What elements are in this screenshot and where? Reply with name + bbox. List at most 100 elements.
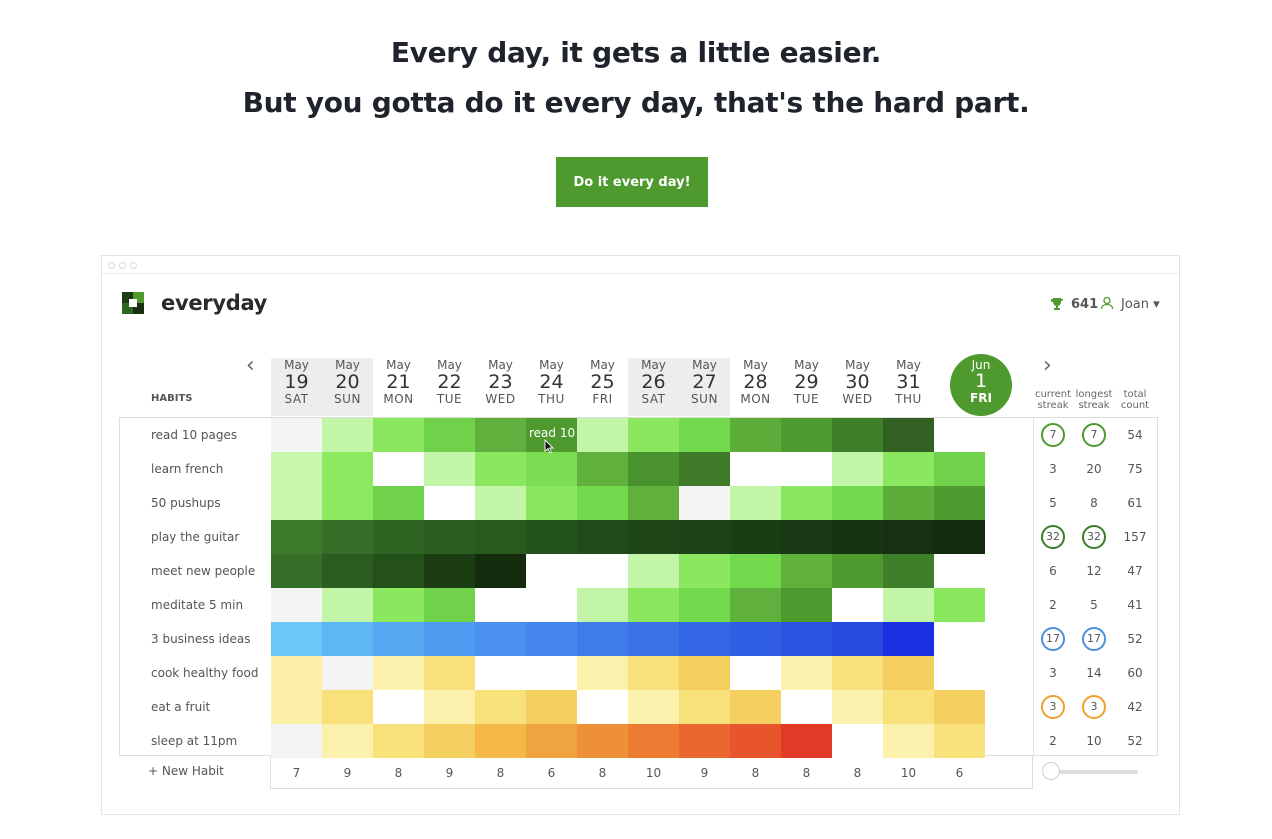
habit-day-cell[interactable] [475, 724, 526, 758]
habit-day-cell[interactable] [424, 486, 475, 520]
habit-day-cell[interactable] [424, 690, 475, 724]
habit-day-cell[interactable] [832, 724, 883, 758]
habit-day-cell[interactable] [577, 418, 628, 452]
next-week-chevron-right-icon[interactable]: › [1043, 353, 1052, 378]
habit-day-cell[interactable] [271, 724, 322, 758]
habit-day-cell[interactable] [322, 588, 373, 622]
new-habit-button[interactable]: + New Habit [148, 764, 224, 778]
habit-day-cell[interactable] [271, 622, 322, 656]
habit-day-cell[interactable] [679, 690, 730, 724]
habit-day-cell[interactable] [832, 486, 883, 520]
habit-day-cell[interactable] [628, 588, 679, 622]
zoom-slider-handle[interactable] [1042, 762, 1060, 780]
habit-day-cell[interactable] [526, 690, 577, 724]
habit-day-cell[interactable] [883, 656, 934, 690]
habit-day-cell[interactable] [526, 656, 577, 690]
habit-day-cell[interactable] [628, 520, 679, 554]
habit-day-cell[interactable] [577, 520, 628, 554]
habit-name[interactable]: learn french [151, 462, 224, 476]
habit-day-cell[interactable] [424, 418, 475, 452]
habit-day-cell[interactable] [628, 418, 679, 452]
habit-day-cell[interactable] [475, 486, 526, 520]
habit-name[interactable]: cook healthy food [151, 666, 259, 680]
habit-day-cell[interactable] [373, 588, 424, 622]
habit-day-cell[interactable] [781, 690, 832, 724]
day-header[interactable]: May 28 MON [730, 358, 781, 416]
habit-day-cell[interactable] [628, 690, 679, 724]
habit-day-cell[interactable] [883, 554, 934, 588]
day-header[interactable]: May 23 WED [475, 358, 526, 416]
habit-day-cell[interactable] [679, 452, 730, 486]
today-date-badge[interactable]: Jun 1 FRI [950, 354, 1012, 416]
habit-day-cell[interactable] [271, 554, 322, 588]
habit-day-cell[interactable] [730, 554, 781, 588]
day-header[interactable]: May 31 THU [883, 358, 934, 416]
habit-day-cell[interactable] [373, 520, 424, 554]
habit-name[interactable]: play the guitar [151, 530, 240, 544]
habit-day-cell[interactable] [628, 656, 679, 690]
habit-day-cell[interactable] [883, 452, 934, 486]
habit-day-cell[interactable] [730, 588, 781, 622]
habit-day-cell[interactable] [781, 520, 832, 554]
day-header[interactable]: May 24 THU [526, 358, 577, 416]
prev-week-chevron-left-icon[interactable]: ‹ [246, 353, 255, 378]
habit-day-cell[interactable] [577, 656, 628, 690]
habit-day-cell[interactable] [424, 656, 475, 690]
habit-day-cell[interactable] [781, 588, 832, 622]
habit-day-cell[interactable] [832, 554, 883, 588]
day-header[interactable]: May 29 TUE [781, 358, 832, 416]
habit-day-cell[interactable] [730, 622, 781, 656]
habit-day-cell[interactable] [679, 656, 730, 690]
habit-day-cell[interactable] [679, 554, 730, 588]
habit-day-cell[interactable] [883, 588, 934, 622]
habit-day-cell[interactable] [577, 724, 628, 758]
habit-day-cell[interactable] [679, 520, 730, 554]
habit-day-cell[interactable] [526, 622, 577, 656]
habit-day-cell[interactable] [322, 690, 373, 724]
habit-day-cell[interactable] [373, 452, 424, 486]
habit-day-cell[interactable] [730, 724, 781, 758]
habit-day-cell[interactable] [424, 554, 475, 588]
habit-day-cell[interactable] [832, 520, 883, 554]
habit-day-cell[interactable] [424, 452, 475, 486]
habit-day-cell[interactable] [271, 690, 322, 724]
day-header[interactable]: May 25 FRI [577, 358, 628, 416]
habit-day-cell[interactable] [322, 656, 373, 690]
habit-day-cell[interactable] [934, 588, 985, 622]
habit-day-cell[interactable] [628, 622, 679, 656]
habit-day-cell[interactable] [526, 588, 577, 622]
habit-day-cell[interactable] [679, 418, 730, 452]
habit-day-cell[interactable] [679, 724, 730, 758]
habit-day-cell[interactable] [373, 486, 424, 520]
habit-day-cell[interactable] [577, 554, 628, 588]
habit-day-cell[interactable] [475, 418, 526, 452]
habit-day-cell[interactable] [730, 690, 781, 724]
day-header[interactable]: May 19 SAT [271, 358, 322, 416]
habit-day-cell[interactable] [373, 418, 424, 452]
habit-day-cell[interactable] [373, 690, 424, 724]
habit-day-cell[interactable] [628, 452, 679, 486]
habit-day-cell[interactable] [322, 452, 373, 486]
habit-day-cell[interactable] [730, 418, 781, 452]
habit-day-cell[interactable] [424, 520, 475, 554]
habit-day-cell[interactable] [781, 656, 832, 690]
habit-name[interactable]: sleep at 11pm [151, 734, 238, 748]
habit-day-cell[interactable] [832, 690, 883, 724]
habit-day-cell[interactable] [730, 452, 781, 486]
habit-day-cell[interactable] [322, 418, 373, 452]
habit-day-cell[interactable] [577, 588, 628, 622]
habit-day-cell[interactable] [577, 452, 628, 486]
habit-day-cell[interactable] [934, 690, 985, 724]
habit-day-cell[interactable] [832, 418, 883, 452]
habit-day-cell[interactable] [934, 724, 985, 758]
habit-day-cell[interactable] [883, 486, 934, 520]
habit-day-cell[interactable] [679, 486, 730, 520]
habit-day-cell[interactable] [271, 520, 322, 554]
day-header[interactable]: May 22 TUE [424, 358, 475, 416]
habit-day-cell[interactable] [781, 724, 832, 758]
habit-day-cell[interactable] [832, 622, 883, 656]
habit-day-cell[interactable] [883, 690, 934, 724]
habit-day-cell[interactable] [730, 520, 781, 554]
user-menu[interactable]: Joan ▾ [1121, 297, 1160, 312]
habit-day-cell[interactable] [475, 622, 526, 656]
